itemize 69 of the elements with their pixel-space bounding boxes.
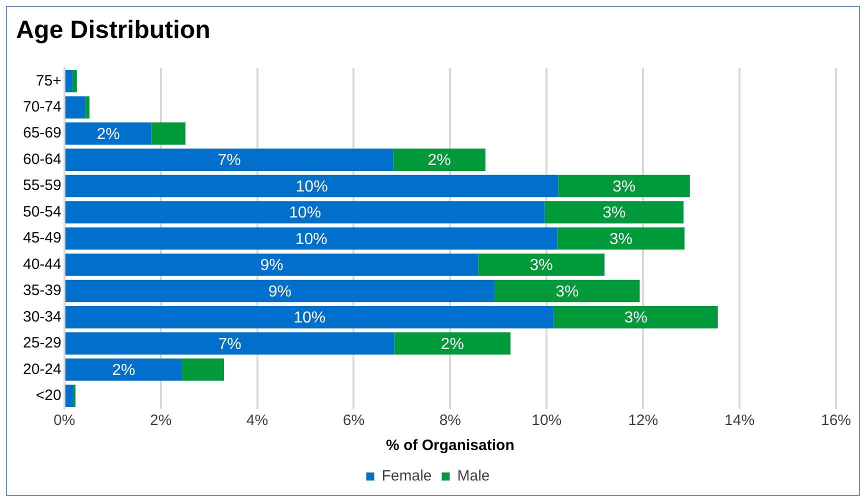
data-label: 9% xyxy=(268,283,292,300)
data-label: 2% xyxy=(112,362,136,380)
bar xyxy=(554,306,718,328)
legend-label: Male xyxy=(457,468,490,485)
bar xyxy=(65,96,86,118)
bar xyxy=(65,332,394,355)
y-tick-label: 75+ xyxy=(36,72,62,90)
x-tick-label: 2% xyxy=(150,412,172,430)
x-tick-label: 14% xyxy=(724,412,755,430)
data-label: 3% xyxy=(602,204,626,222)
y-tick-label: 65-69 xyxy=(22,124,62,142)
data-label: 3% xyxy=(609,230,632,248)
bar xyxy=(182,358,224,381)
y-tick-label: 35-39 xyxy=(22,282,62,300)
bar xyxy=(65,254,478,276)
bar xyxy=(544,201,684,224)
bar xyxy=(557,227,685,250)
y-tick-label: <20 xyxy=(36,387,62,404)
bar xyxy=(558,174,690,198)
data-label: 10% xyxy=(295,230,328,248)
bar xyxy=(65,201,545,224)
x-axis-title: % of Organisation xyxy=(386,437,514,454)
bar xyxy=(65,148,394,171)
data-label: 10% xyxy=(289,204,322,222)
y-tick-label: 60-64 xyxy=(22,150,62,168)
data-label: 3% xyxy=(612,178,636,196)
x-tick-label: 6% xyxy=(342,412,365,430)
data-label: 10% xyxy=(296,178,328,196)
y-tick-label: 45-49 xyxy=(22,230,62,247)
data-label: 7% xyxy=(218,336,242,353)
y-tick-label: 40-44 xyxy=(22,256,62,273)
y-tick-label: 70-74 xyxy=(22,98,62,116)
bar xyxy=(65,174,558,198)
bar xyxy=(65,384,74,408)
data-label: 3% xyxy=(624,310,648,327)
data-label: 9% xyxy=(260,257,284,274)
data-label: 2% xyxy=(428,152,451,170)
bar xyxy=(65,227,558,250)
bar xyxy=(72,70,77,92)
bar xyxy=(65,306,554,328)
bar xyxy=(85,96,90,118)
y-tick-label: 30-34 xyxy=(22,308,62,326)
bar xyxy=(65,280,495,302)
y-tick-label: 25-29 xyxy=(22,334,62,352)
y-tick-label: 55-59 xyxy=(22,177,62,194)
bar xyxy=(494,280,640,302)
x-tick-label: 4% xyxy=(246,412,268,430)
bar xyxy=(393,148,486,171)
x-tick-label: 12% xyxy=(628,412,658,430)
x-tick-label: 16% xyxy=(820,412,852,430)
bar xyxy=(65,358,182,381)
y-tick-label: 20-24 xyxy=(22,360,62,378)
data-label: 10% xyxy=(294,310,326,327)
data-label: 3% xyxy=(530,257,553,274)
data-label: 2% xyxy=(440,336,464,353)
chart-title: Age Distribution xyxy=(16,16,210,45)
bar xyxy=(478,254,605,276)
data-label: 3% xyxy=(556,283,579,300)
bar xyxy=(394,332,510,355)
data-label: 2% xyxy=(96,126,120,143)
x-tick-label: 0% xyxy=(54,412,76,430)
bar xyxy=(151,122,186,145)
y-tick-label: 50-54 xyxy=(22,203,62,220)
data-label: 7% xyxy=(218,152,241,170)
x-tick-label: 8% xyxy=(439,412,462,430)
x-tick-label: 10% xyxy=(532,412,562,430)
bar xyxy=(65,70,73,92)
bar xyxy=(65,122,152,145)
legend-label: Female xyxy=(382,468,432,485)
